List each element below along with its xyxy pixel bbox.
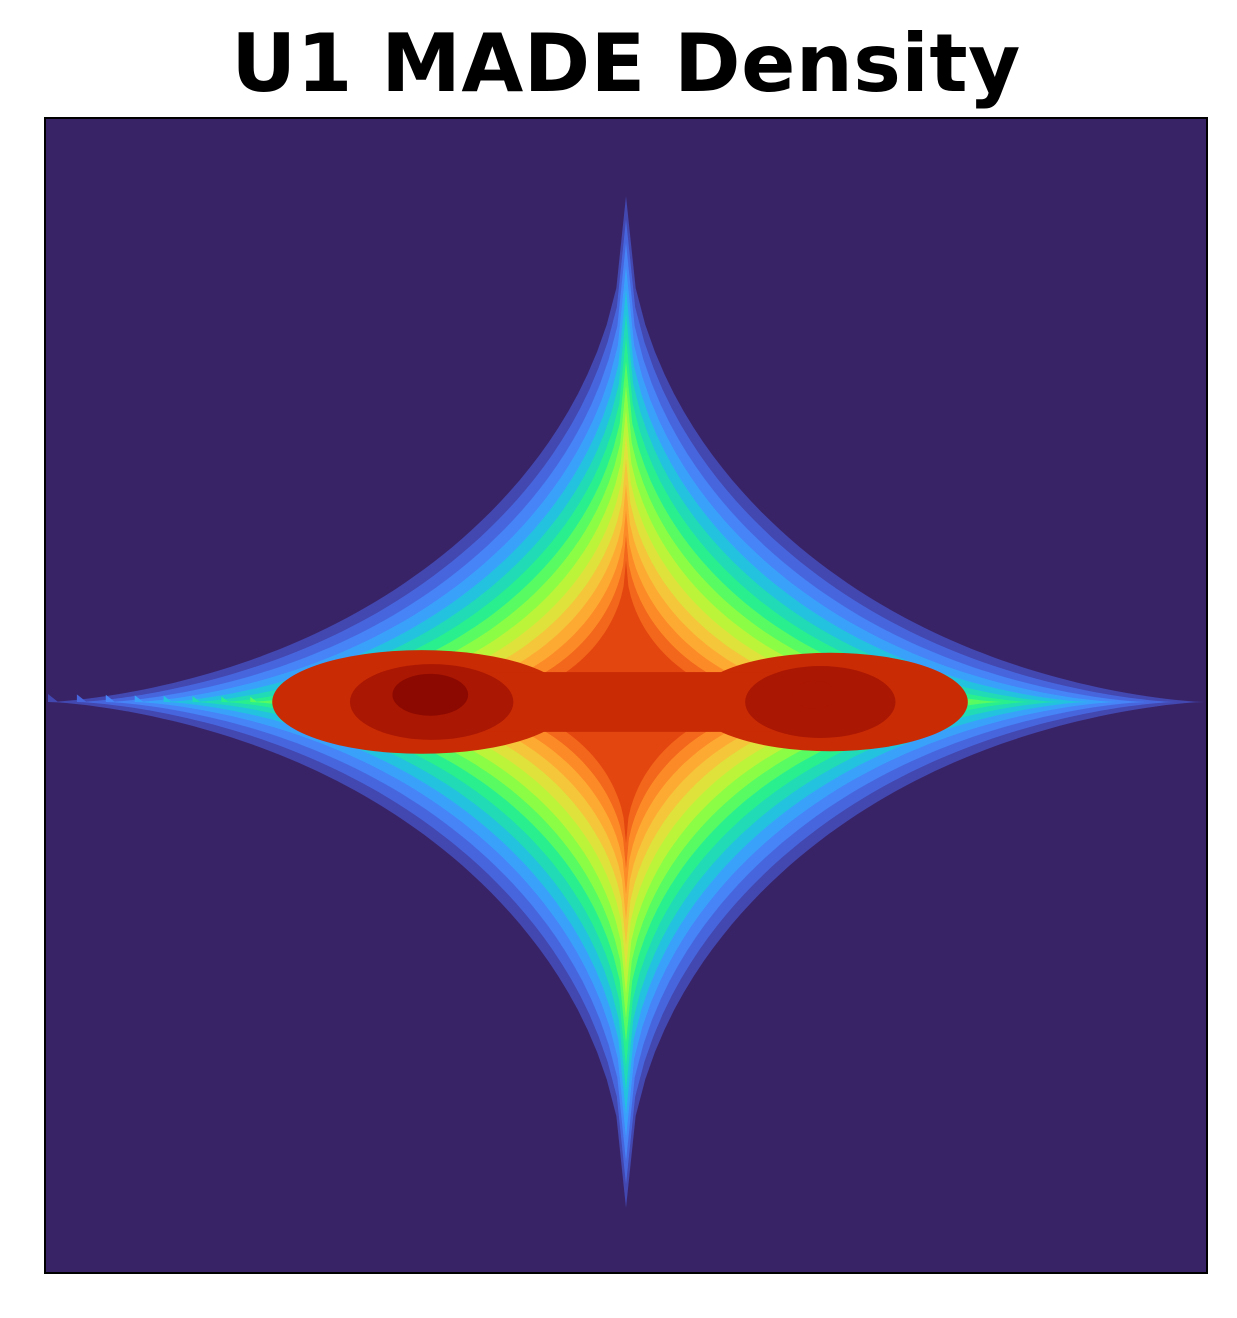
density-mode-2 — [792, 680, 837, 709]
density-mode-1 — [392, 673, 469, 716]
plot-area — [44, 117, 1208, 1274]
density-contour-plot — [46, 119, 1206, 1272]
chart-title: U1 MADE Density — [231, 17, 1021, 110]
